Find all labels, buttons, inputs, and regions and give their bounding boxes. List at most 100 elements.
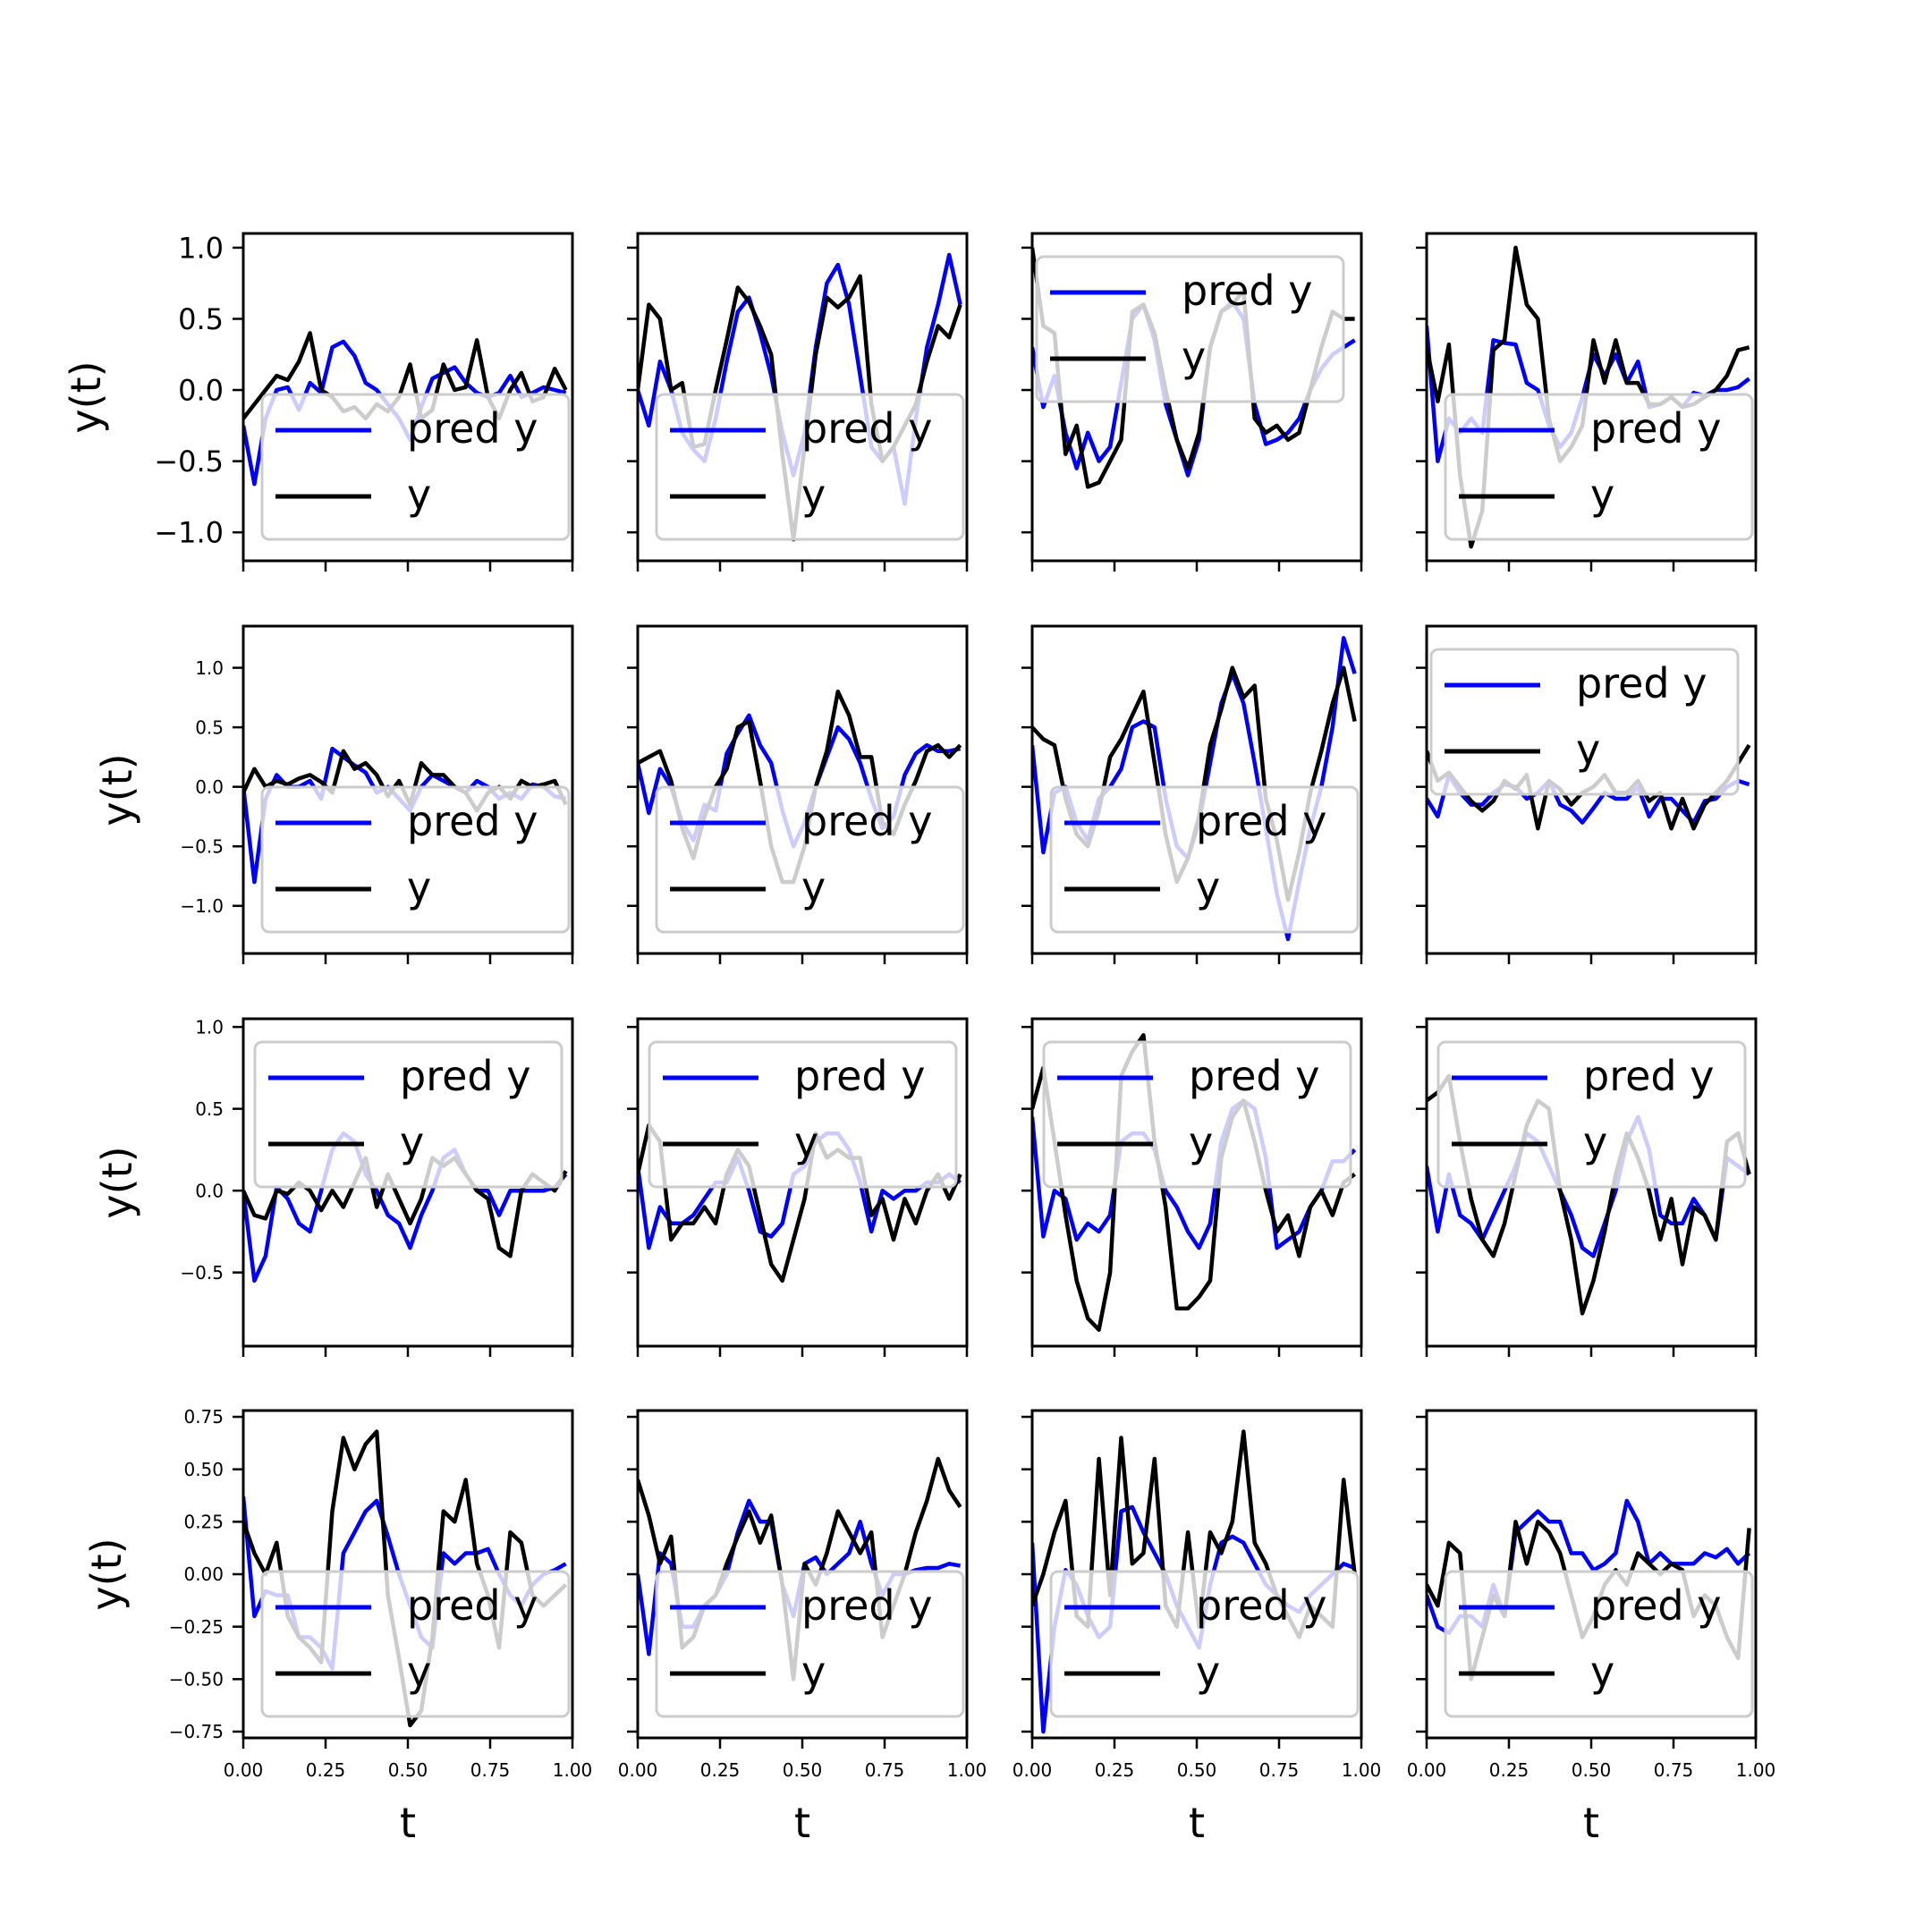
x-tick-label: 0.50 — [783, 1759, 823, 1781]
x-tick-label: 0.00 — [1407, 1759, 1447, 1781]
y-tick-label: 0.75 — [183, 1406, 224, 1428]
subplot-r3c4: pred y y — [1416, 1017, 1758, 1357]
legend-label: y — [1196, 863, 1220, 911]
y-tick-label: 0.0 — [178, 374, 224, 408]
subplot-r4c4: pred y y 0.00 0.25 0.50 0.75 1.00 t — [1407, 1409, 1776, 1847]
legend-label: y — [1576, 725, 1600, 774]
subplot-r4c3: pred y y 0.00 0.25 0.50 0.75 1.00 t — [1013, 1409, 1382, 1847]
y-axis-label: y(t) — [82, 1538, 131, 1610]
y-tick-label: 0.5 — [178, 302, 224, 336]
legend-label: y — [1182, 333, 1206, 381]
y-tick-label: −1.0 — [154, 516, 224, 550]
y-tick-label: 1.0 — [195, 657, 224, 679]
legend-label: y — [1189, 1118, 1213, 1166]
y-tick-label: 0.25 — [183, 1512, 224, 1533]
legend-label: pred y — [1583, 1052, 1714, 1100]
y-tick-label: 0.5 — [195, 716, 224, 738]
x-tick-label: 0.00 — [618, 1759, 658, 1781]
legend: pred y y — [655, 785, 965, 934]
series-group — [1427, 1073, 1751, 1316]
x-tick-label: 0.75 — [470, 1759, 511, 1781]
legend: pred y y — [1049, 1570, 1360, 1718]
x-axis-label: t — [400, 1799, 416, 1847]
legend: pred y y — [253, 1040, 564, 1189]
x-tick-label: 0.00 — [1013, 1759, 1053, 1781]
x-tick-label: 0.50 — [1572, 1759, 1612, 1781]
x-tick-label: 0.75 — [865, 1759, 905, 1781]
subplot-r2c3: pred y y — [1021, 624, 1363, 964]
subplot-r4c1: pred y y −0.75 −0.50 −0.25 0.00 0.25 0.50 0.75 0.… — [82, 1406, 592, 1847]
y-tick-label: −0.50 — [169, 1669, 224, 1690]
y-tick-label: −1.0 — [180, 895, 224, 917]
legend-label: pred y — [1590, 404, 1721, 453]
subplot-r1c2: pred y y — [627, 232, 969, 572]
legend-label: pred y — [407, 797, 538, 845]
subplot-r1c3: pred y y — [1021, 232, 1363, 572]
series-group — [1032, 247, 1356, 489]
x-axis-label: t — [794, 1799, 810, 1847]
legend-label: pred y — [1576, 659, 1707, 708]
y-tick-label: 0.5 — [195, 1098, 224, 1120]
legend-label: y — [407, 1648, 431, 1696]
subplot-r4c2: pred y y 0.00 0.25 0.50 0.75 1.00 t — [618, 1409, 987, 1847]
legend-label: pred y — [1189, 1052, 1319, 1100]
legend-label: y — [1590, 470, 1614, 519]
legend: pred y y — [1444, 393, 1754, 541]
legend: pred y y — [1436, 1040, 1747, 1189]
x-tick-label: 1.00 — [1342, 1759, 1382, 1781]
legend-label: y — [407, 863, 431, 911]
legend-label: pred y — [400, 1052, 530, 1100]
legend: pred y y — [655, 1570, 965, 1718]
x-tick-label: 0.50 — [388, 1759, 428, 1781]
legend: pred y y — [1049, 785, 1360, 934]
legend-label: y — [407, 470, 431, 519]
legend-label: pred y — [801, 797, 932, 845]
legend: pred y y — [655, 393, 965, 541]
legend: pred y y — [1444, 1570, 1754, 1718]
series-y-line — [638, 1123, 962, 1284]
legend: pred y y — [1429, 648, 1740, 796]
y-tick-label: −0.5 — [180, 1262, 224, 1284]
legend: pred y y — [648, 1040, 958, 1189]
legend-label: y — [794, 1118, 818, 1166]
series-pred-y-line — [1427, 773, 1750, 825]
y-tick-label: 0.50 — [183, 1459, 224, 1480]
legend: pred y y — [1035, 255, 1345, 403]
y-tick-label: −0.25 — [169, 1616, 224, 1638]
legend-label: y — [1196, 1648, 1220, 1696]
legend: pred y y — [260, 393, 571, 541]
y-tick-label: −0.5 — [154, 445, 224, 479]
x-tick-label: 0.00 — [224, 1759, 264, 1781]
series-pred-y-line — [243, 1131, 568, 1284]
x-tick-label: 0.50 — [1177, 1759, 1217, 1781]
y-tick-label: 1.0 — [178, 231, 224, 265]
subplot-grid: pred y y −1.0 −0.5 0.0 0.5 1.0 y(t) pred y y pred … — [62, 231, 1775, 1847]
legend-label: y — [801, 1648, 826, 1696]
subplot-r3c1: pred y y −0.5 0.0 0.5 1.0 y(t) — [93, 1016, 574, 1357]
x-tick-label: 0.25 — [700, 1759, 741, 1781]
subplot-r1c4: pred y y — [1416, 232, 1758, 572]
legend: pred y y — [1042, 1040, 1352, 1189]
legend-label: pred y — [801, 404, 932, 453]
legend-label: y — [801, 470, 826, 519]
subplot-r2c4: pred y y — [1416, 624, 1758, 964]
y-tick-label: 0.0 — [195, 776, 224, 798]
subplot-r2c2: pred y y — [627, 624, 969, 964]
y-tick-label: −0.75 — [169, 1721, 224, 1742]
x-tick-label: 0.25 — [1095, 1759, 1135, 1781]
series-pred-y-line — [1032, 1098, 1357, 1250]
x-tick-label: 0.25 — [1489, 1759, 1530, 1781]
x-tick-label: 1.00 — [1736, 1759, 1776, 1781]
subplot-r3c3: pred y y — [1021, 1017, 1363, 1357]
y-tick-label: 0.0 — [195, 1180, 224, 1201]
series-y-line — [1032, 1033, 1356, 1332]
series-y-line — [1032, 247, 1355, 489]
y-axis-label: y(t) — [93, 1146, 141, 1218]
legend-label: y — [801, 863, 826, 911]
y-tick-label: 1.0 — [195, 1016, 224, 1038]
x-axis-label: t — [1189, 1799, 1205, 1847]
legend-label: y — [1590, 1648, 1614, 1696]
legend-label: y — [1583, 1118, 1607, 1166]
x-tick-label: 0.25 — [306, 1759, 346, 1781]
